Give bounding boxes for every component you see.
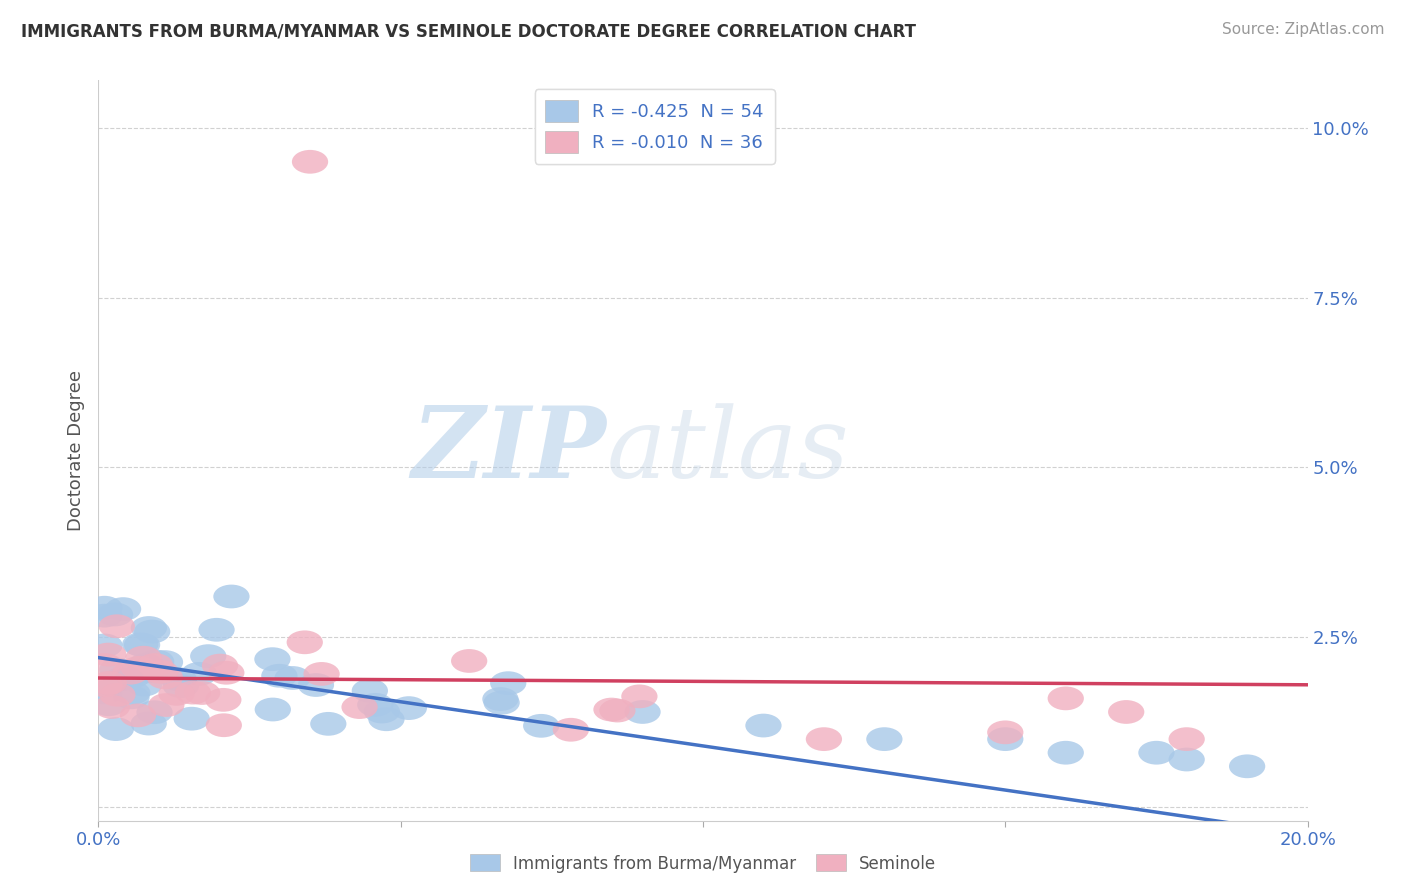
Ellipse shape — [146, 650, 183, 674]
Ellipse shape — [125, 646, 162, 670]
Y-axis label: Doctorate Degree: Doctorate Degree — [66, 370, 84, 531]
Ellipse shape — [131, 616, 167, 640]
Ellipse shape — [1108, 700, 1144, 723]
Ellipse shape — [90, 692, 127, 716]
Ellipse shape — [103, 667, 139, 691]
Ellipse shape — [1047, 687, 1084, 710]
Ellipse shape — [1047, 741, 1084, 764]
Ellipse shape — [124, 633, 160, 657]
Ellipse shape — [553, 718, 589, 741]
Ellipse shape — [90, 642, 127, 666]
Ellipse shape — [138, 649, 174, 673]
Ellipse shape — [1168, 727, 1205, 751]
Ellipse shape — [112, 661, 149, 684]
Ellipse shape — [198, 618, 235, 641]
Ellipse shape — [121, 656, 157, 680]
Ellipse shape — [745, 714, 782, 738]
Ellipse shape — [136, 653, 173, 677]
Ellipse shape — [97, 603, 134, 626]
Ellipse shape — [131, 712, 167, 735]
Ellipse shape — [357, 693, 394, 717]
Ellipse shape — [184, 681, 221, 705]
Ellipse shape — [97, 717, 134, 741]
Ellipse shape — [287, 631, 323, 654]
Ellipse shape — [120, 704, 156, 727]
Ellipse shape — [482, 687, 519, 711]
Ellipse shape — [806, 727, 842, 751]
Ellipse shape — [1229, 755, 1265, 778]
Ellipse shape — [292, 150, 328, 174]
Ellipse shape — [202, 654, 238, 678]
Ellipse shape — [181, 662, 218, 686]
Ellipse shape — [174, 681, 211, 705]
Ellipse shape — [115, 665, 152, 688]
Ellipse shape — [205, 714, 242, 737]
Ellipse shape — [129, 659, 166, 683]
Ellipse shape — [364, 699, 401, 723]
Ellipse shape — [122, 632, 159, 657]
Ellipse shape — [298, 673, 335, 697]
Ellipse shape — [451, 649, 488, 673]
Ellipse shape — [159, 682, 194, 706]
Ellipse shape — [100, 683, 135, 706]
Ellipse shape — [163, 674, 200, 698]
Ellipse shape — [86, 673, 122, 697]
Ellipse shape — [98, 615, 135, 638]
Ellipse shape — [352, 679, 388, 703]
Ellipse shape — [368, 707, 405, 731]
Ellipse shape — [86, 633, 122, 657]
Ellipse shape — [148, 693, 184, 717]
Legend: R = -0.425  N = 54, R = -0.010  N = 36: R = -0.425 N = 54, R = -0.010 N = 36 — [534, 89, 775, 164]
Legend: Immigrants from Burma/Myanmar, Seminole: Immigrants from Burma/Myanmar, Seminole — [463, 847, 943, 880]
Ellipse shape — [100, 657, 135, 681]
Ellipse shape — [254, 698, 291, 722]
Ellipse shape — [136, 700, 173, 724]
Ellipse shape — [142, 660, 179, 684]
Ellipse shape — [491, 672, 526, 695]
Ellipse shape — [484, 690, 520, 714]
Ellipse shape — [342, 695, 378, 719]
Ellipse shape — [987, 721, 1024, 744]
Ellipse shape — [94, 695, 129, 719]
Ellipse shape — [208, 661, 245, 685]
Ellipse shape — [214, 584, 250, 608]
Ellipse shape — [114, 685, 149, 709]
Ellipse shape — [262, 664, 298, 688]
Ellipse shape — [160, 667, 197, 691]
Ellipse shape — [128, 653, 163, 677]
Ellipse shape — [127, 673, 162, 697]
Ellipse shape — [86, 596, 122, 620]
Ellipse shape — [621, 684, 658, 708]
Ellipse shape — [86, 604, 122, 628]
Ellipse shape — [86, 681, 122, 705]
Ellipse shape — [593, 698, 630, 722]
Text: ZIP: ZIP — [412, 402, 606, 499]
Ellipse shape — [987, 727, 1024, 751]
Ellipse shape — [90, 671, 127, 695]
Ellipse shape — [274, 666, 311, 690]
Ellipse shape — [254, 648, 291, 671]
Ellipse shape — [599, 698, 636, 723]
Ellipse shape — [1168, 747, 1205, 772]
Ellipse shape — [311, 712, 346, 736]
Text: IMMIGRANTS FROM BURMA/MYANMAR VS SEMINOLE DOCTORATE DEGREE CORRELATION CHART: IMMIGRANTS FROM BURMA/MYANMAR VS SEMINOL… — [21, 22, 917, 40]
Ellipse shape — [391, 697, 427, 720]
Ellipse shape — [134, 620, 170, 643]
Ellipse shape — [205, 688, 242, 712]
Ellipse shape — [624, 700, 661, 723]
Ellipse shape — [86, 653, 122, 677]
Text: atlas: atlas — [606, 403, 849, 498]
Ellipse shape — [866, 727, 903, 751]
Ellipse shape — [146, 665, 183, 690]
Ellipse shape — [523, 714, 560, 738]
Ellipse shape — [304, 662, 340, 686]
Text: Source: ZipAtlas.com: Source: ZipAtlas.com — [1222, 22, 1385, 37]
Ellipse shape — [114, 681, 150, 705]
Ellipse shape — [105, 598, 141, 621]
Ellipse shape — [190, 644, 226, 668]
Ellipse shape — [173, 706, 209, 731]
Ellipse shape — [1139, 741, 1174, 764]
